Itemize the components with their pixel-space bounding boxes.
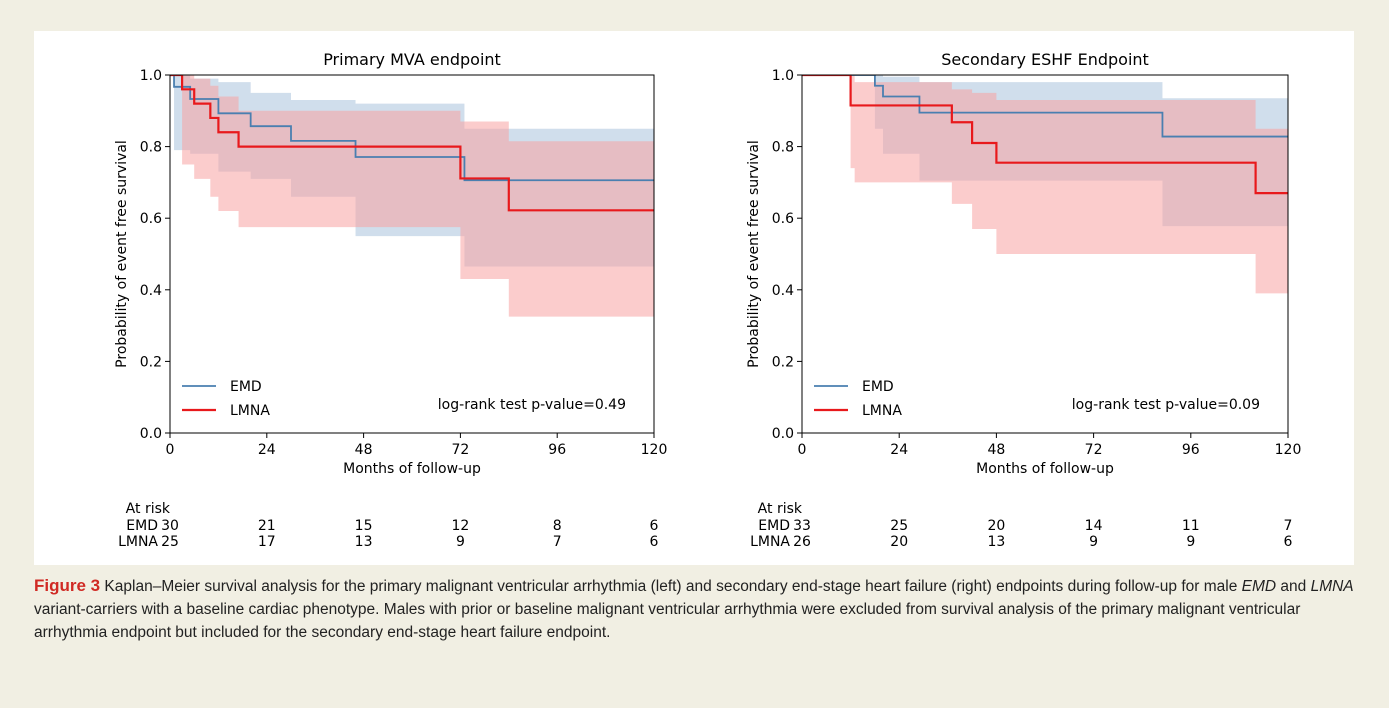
- at-risk-count: 13: [987, 534, 1005, 550]
- x-tick-label: 96: [548, 442, 566, 458]
- at-risk-heading: At risk: [126, 501, 171, 517]
- plot-frame: [169, 74, 655, 434]
- at-risk-count: 8: [553, 518, 562, 534]
- caption-text-3: variant-carriers with a baseline cardiac…: [34, 601, 1301, 641]
- survival-line-emd: [802, 75, 1288, 138]
- at-risk-count: 30: [161, 518, 179, 534]
- legend: EMD LMNA: [814, 379, 902, 419]
- x-tick-label: 48: [355, 442, 373, 458]
- at-risk-count: 21: [258, 518, 276, 534]
- at-risk-count: 11: [1182, 518, 1200, 534]
- legend: EMD LMNA: [182, 379, 270, 419]
- x-tick-label: 72: [1085, 442, 1103, 458]
- y-tick-label: 0.4: [772, 283, 794, 299]
- plot-area: [802, 75, 1288, 294]
- at-risk-count: 26: [793, 534, 811, 550]
- x-axis-label: Months of follow-up: [976, 461, 1114, 477]
- at-risk-count: 17: [258, 534, 276, 550]
- legend-label-lmna: LMNA: [862, 403, 902, 419]
- caption-label: Figure 3: [34, 576, 101, 595]
- x-tick-label: 0: [166, 442, 175, 458]
- x-tick-label: 24: [890, 442, 908, 458]
- at-risk-count: 6: [1284, 534, 1293, 550]
- chart-title: Primary MVA endpoint: [323, 50, 501, 69]
- x-tick-label: 48: [987, 442, 1005, 458]
- at-risk-count: 15: [355, 518, 373, 534]
- caption-emd: EMD: [1241, 578, 1277, 595]
- at-risk-count: 33: [793, 518, 811, 534]
- y-axis-label: Probability of event free survival: [114, 140, 130, 368]
- ci-band-lmna: [170, 75, 654, 317]
- at-risk-count: 14: [1085, 518, 1103, 534]
- plot-area: [170, 75, 654, 317]
- y-tick-label: 0.0: [772, 426, 794, 442]
- legend-label-lmna: LMNA: [230, 403, 270, 419]
- y-tick-label: 0.2: [772, 354, 794, 370]
- chart-title: Secondary ESHF Endpoint: [941, 50, 1149, 69]
- at-risk-count: 9: [456, 534, 465, 550]
- chart-2: 0 24 48 72 96 1200.00.20.40.60.81.0Secondary …: [746, 50, 1301, 550]
- logrank-annotation: log-rank test p-value=0.49: [438, 397, 626, 413]
- y-tick-label: 0.6: [772, 211, 794, 227]
- at-risk-row-label: EMD: [126, 518, 158, 534]
- survival-line-lmna: [170, 75, 654, 212]
- caption-text-1: Kaplan–Meier survival analysis for the p…: [100, 578, 1242, 595]
- at-risk-row-label: EMD: [758, 518, 790, 534]
- at-risk-count: 12: [451, 518, 469, 534]
- y-tick-label: 0.8: [140, 140, 162, 156]
- at-risk-row-label: LMNA: [750, 534, 790, 550]
- survival-line-emd: [170, 75, 654, 182]
- y-tick-label: 1.0: [140, 68, 162, 84]
- x-tick-label: 120: [1275, 442, 1302, 458]
- caption-lmna: LMNA: [1310, 578, 1354, 595]
- x-tick-label: 96: [1182, 442, 1200, 458]
- y-tick-label: 1.0: [772, 68, 794, 84]
- survival-line-lmna: [802, 75, 1288, 195]
- at-risk-count: 20: [987, 518, 1005, 534]
- x-axis-label: Months of follow-up: [343, 461, 481, 477]
- x-tick-label: 24: [258, 442, 276, 458]
- y-tick-label: 0.6: [140, 211, 162, 227]
- plot-frame: [801, 74, 1289, 434]
- logrank-annotation: log-rank test p-value=0.09: [1072, 397, 1260, 413]
- at-risk-count: 25: [890, 518, 908, 534]
- at-risk-count: 20: [890, 534, 908, 550]
- y-tick-label: 0.4: [140, 283, 162, 299]
- at-risk-count: 6: [650, 518, 659, 534]
- figure-caption: Figure 3 Kaplan–Meier survival analysis …: [34, 574, 1354, 644]
- y-tick-label: 0.2: [140, 354, 162, 370]
- ci-band-lmna: [802, 75, 1288, 294]
- at-risk-count: 7: [553, 534, 562, 550]
- x-tick-label: 120: [641, 442, 668, 458]
- figure-panel: 0 24 48 72 96 120 0.0 0.2 0.4 0.6 0.8 1.0 Primary MV…: [34, 31, 1354, 565]
- at-risk-count: 13: [355, 534, 373, 550]
- at-risk-count: 9: [1089, 534, 1098, 550]
- caption-text-2: and: [1276, 578, 1311, 595]
- legend-label-emd: EMD: [230, 379, 262, 395]
- x-tick-label: 72: [451, 442, 469, 458]
- x-tick-label: 0: [798, 442, 807, 458]
- at-risk-count: 6: [650, 534, 659, 550]
- y-tick-label: 0.8: [772, 140, 794, 156]
- at-risk-heading: At risk: [758, 501, 803, 517]
- at-risk-count: 7: [1284, 518, 1293, 534]
- legend-label-emd: EMD: [862, 379, 894, 395]
- at-risk-row-label: LMNA: [118, 534, 158, 550]
- y-axis-label: Probability of event free survival: [746, 140, 762, 368]
- at-risk-count: 9: [1186, 534, 1195, 550]
- y-tick-label: 0.0: [140, 426, 162, 442]
- at-risk-count: 25: [161, 534, 179, 550]
